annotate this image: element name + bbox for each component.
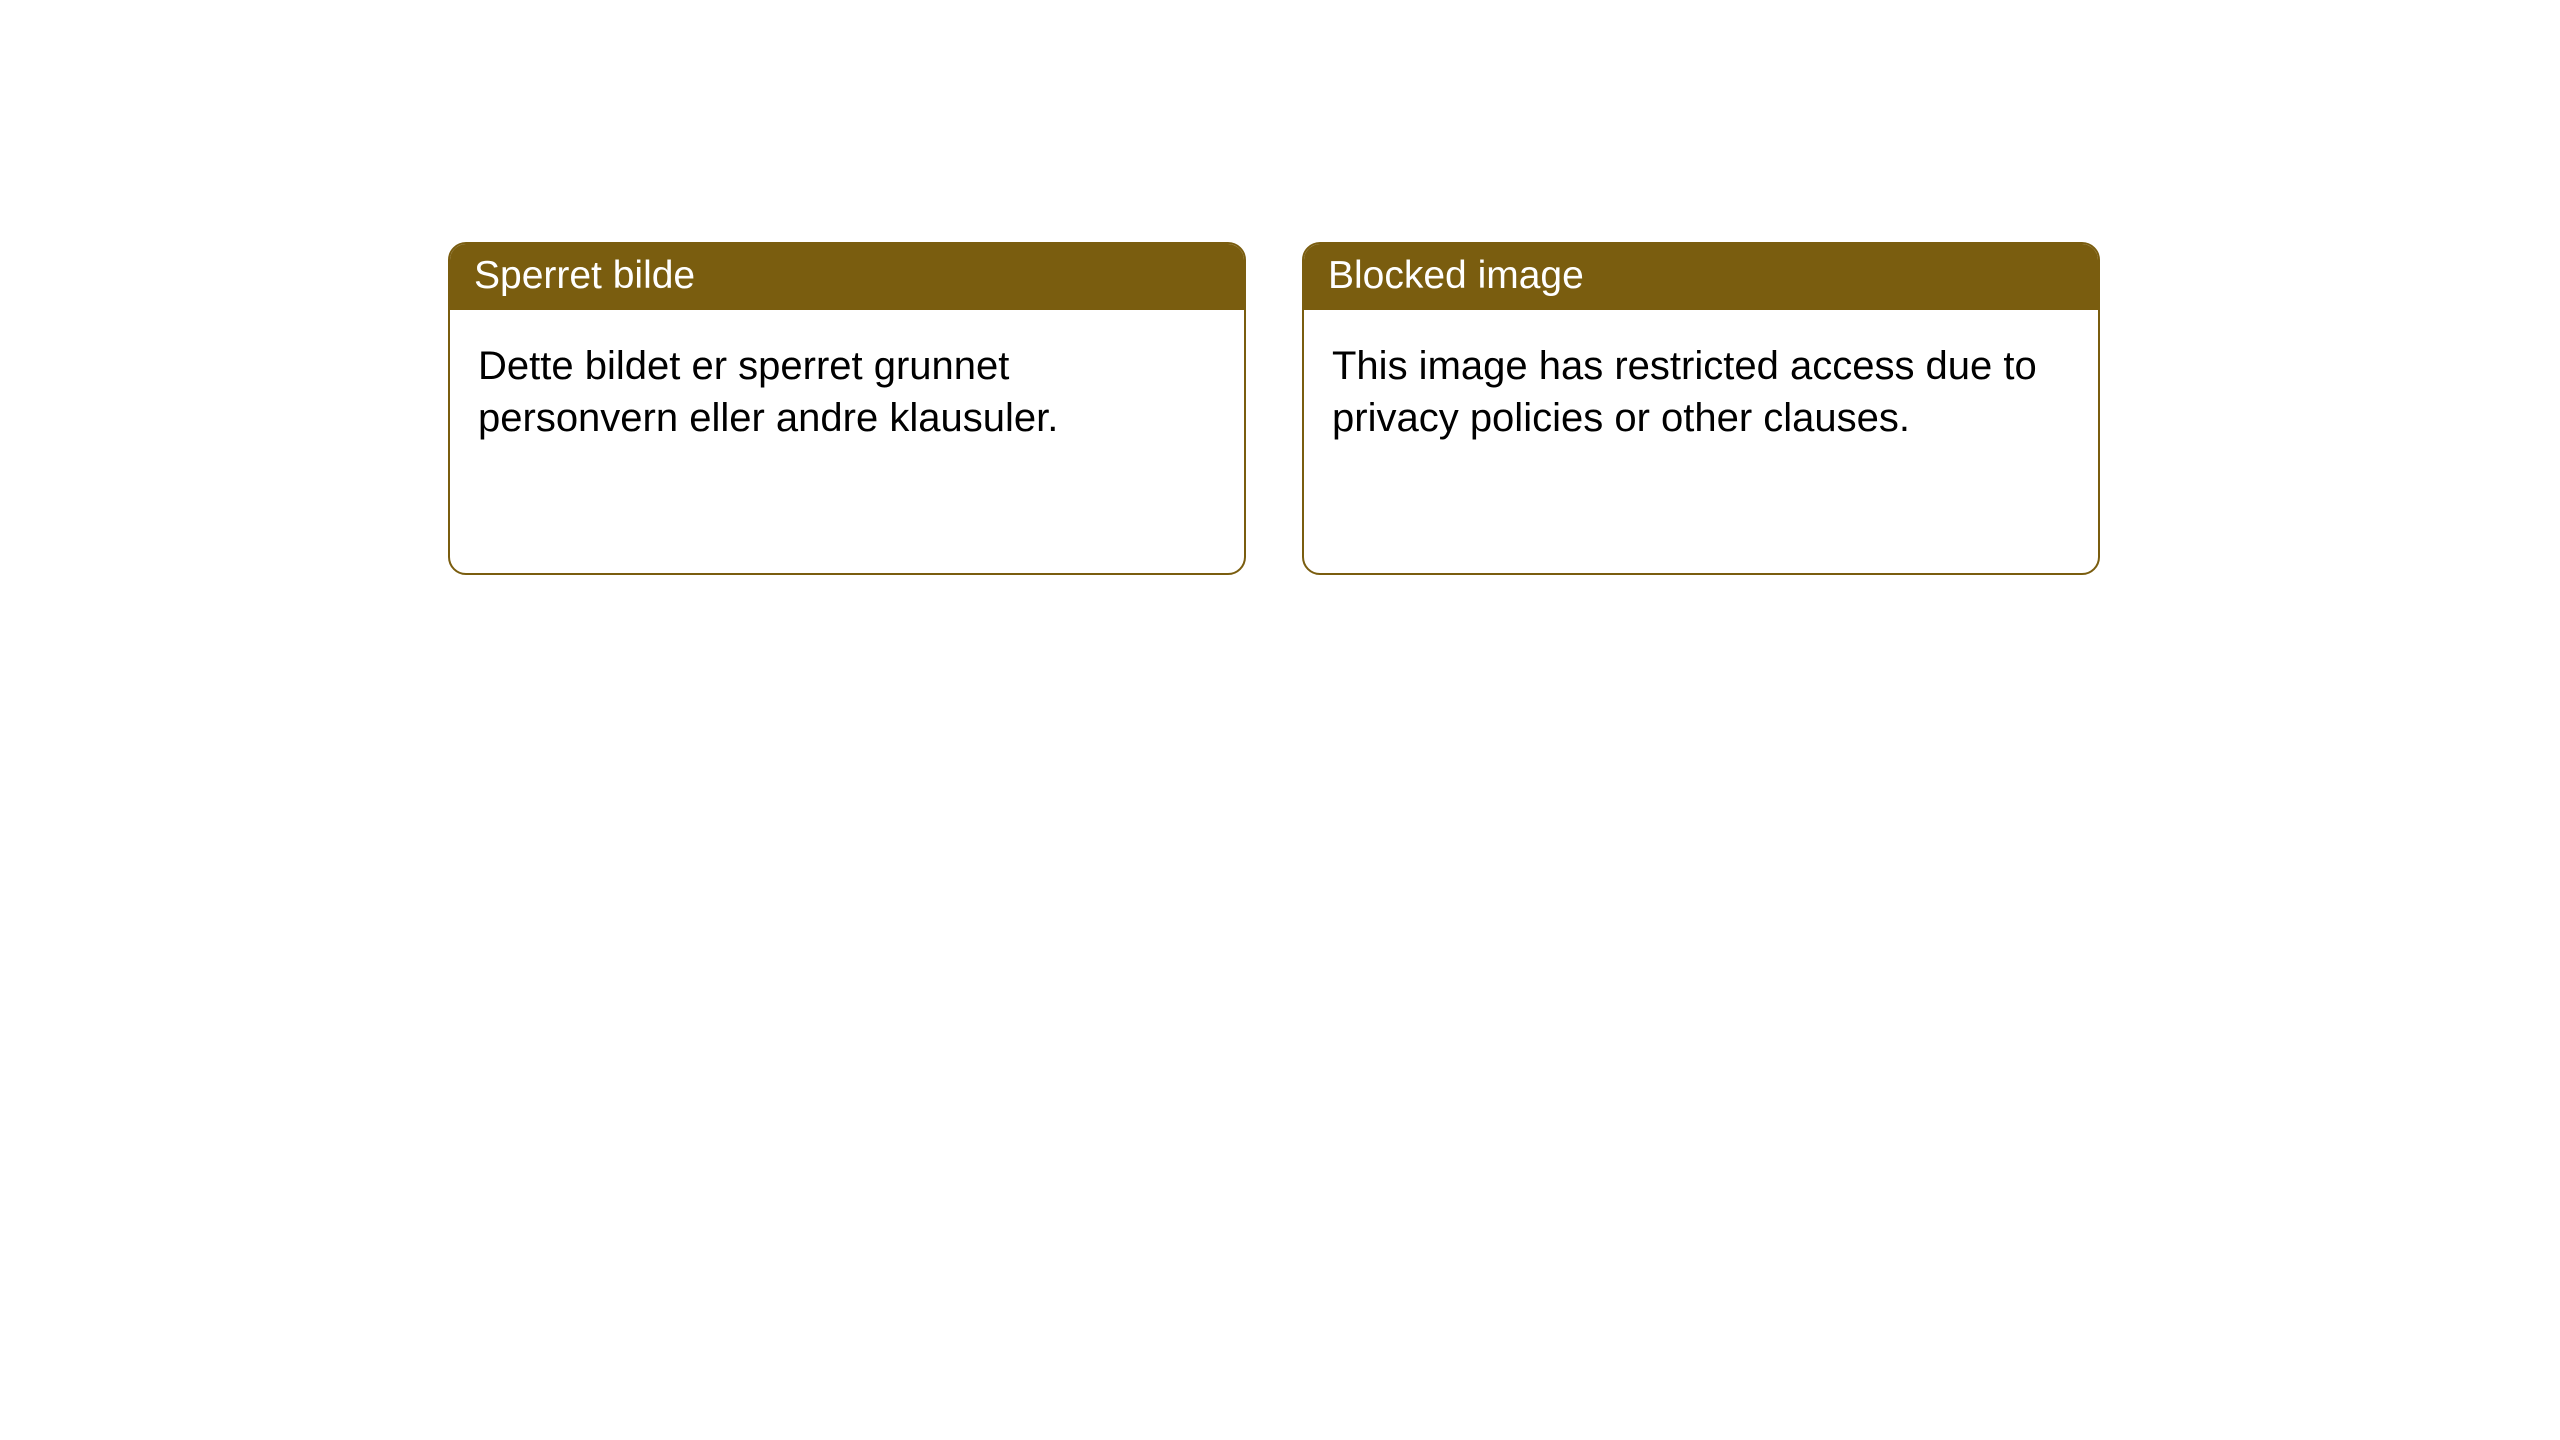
notice-card-norwegian: Sperret bilde Dette bildet er sperret gr… [448,242,1246,575]
notice-container: Sperret bilde Dette bildet er sperret gr… [448,242,2100,575]
notice-header: Sperret bilde [450,244,1244,310]
notice-card-english: Blocked image This image has restricted … [1302,242,2100,575]
notice-body: This image has restricted access due to … [1304,310,2098,474]
notice-body: Dette bildet er sperret grunnet personve… [450,310,1244,474]
notice-header: Blocked image [1304,244,2098,310]
